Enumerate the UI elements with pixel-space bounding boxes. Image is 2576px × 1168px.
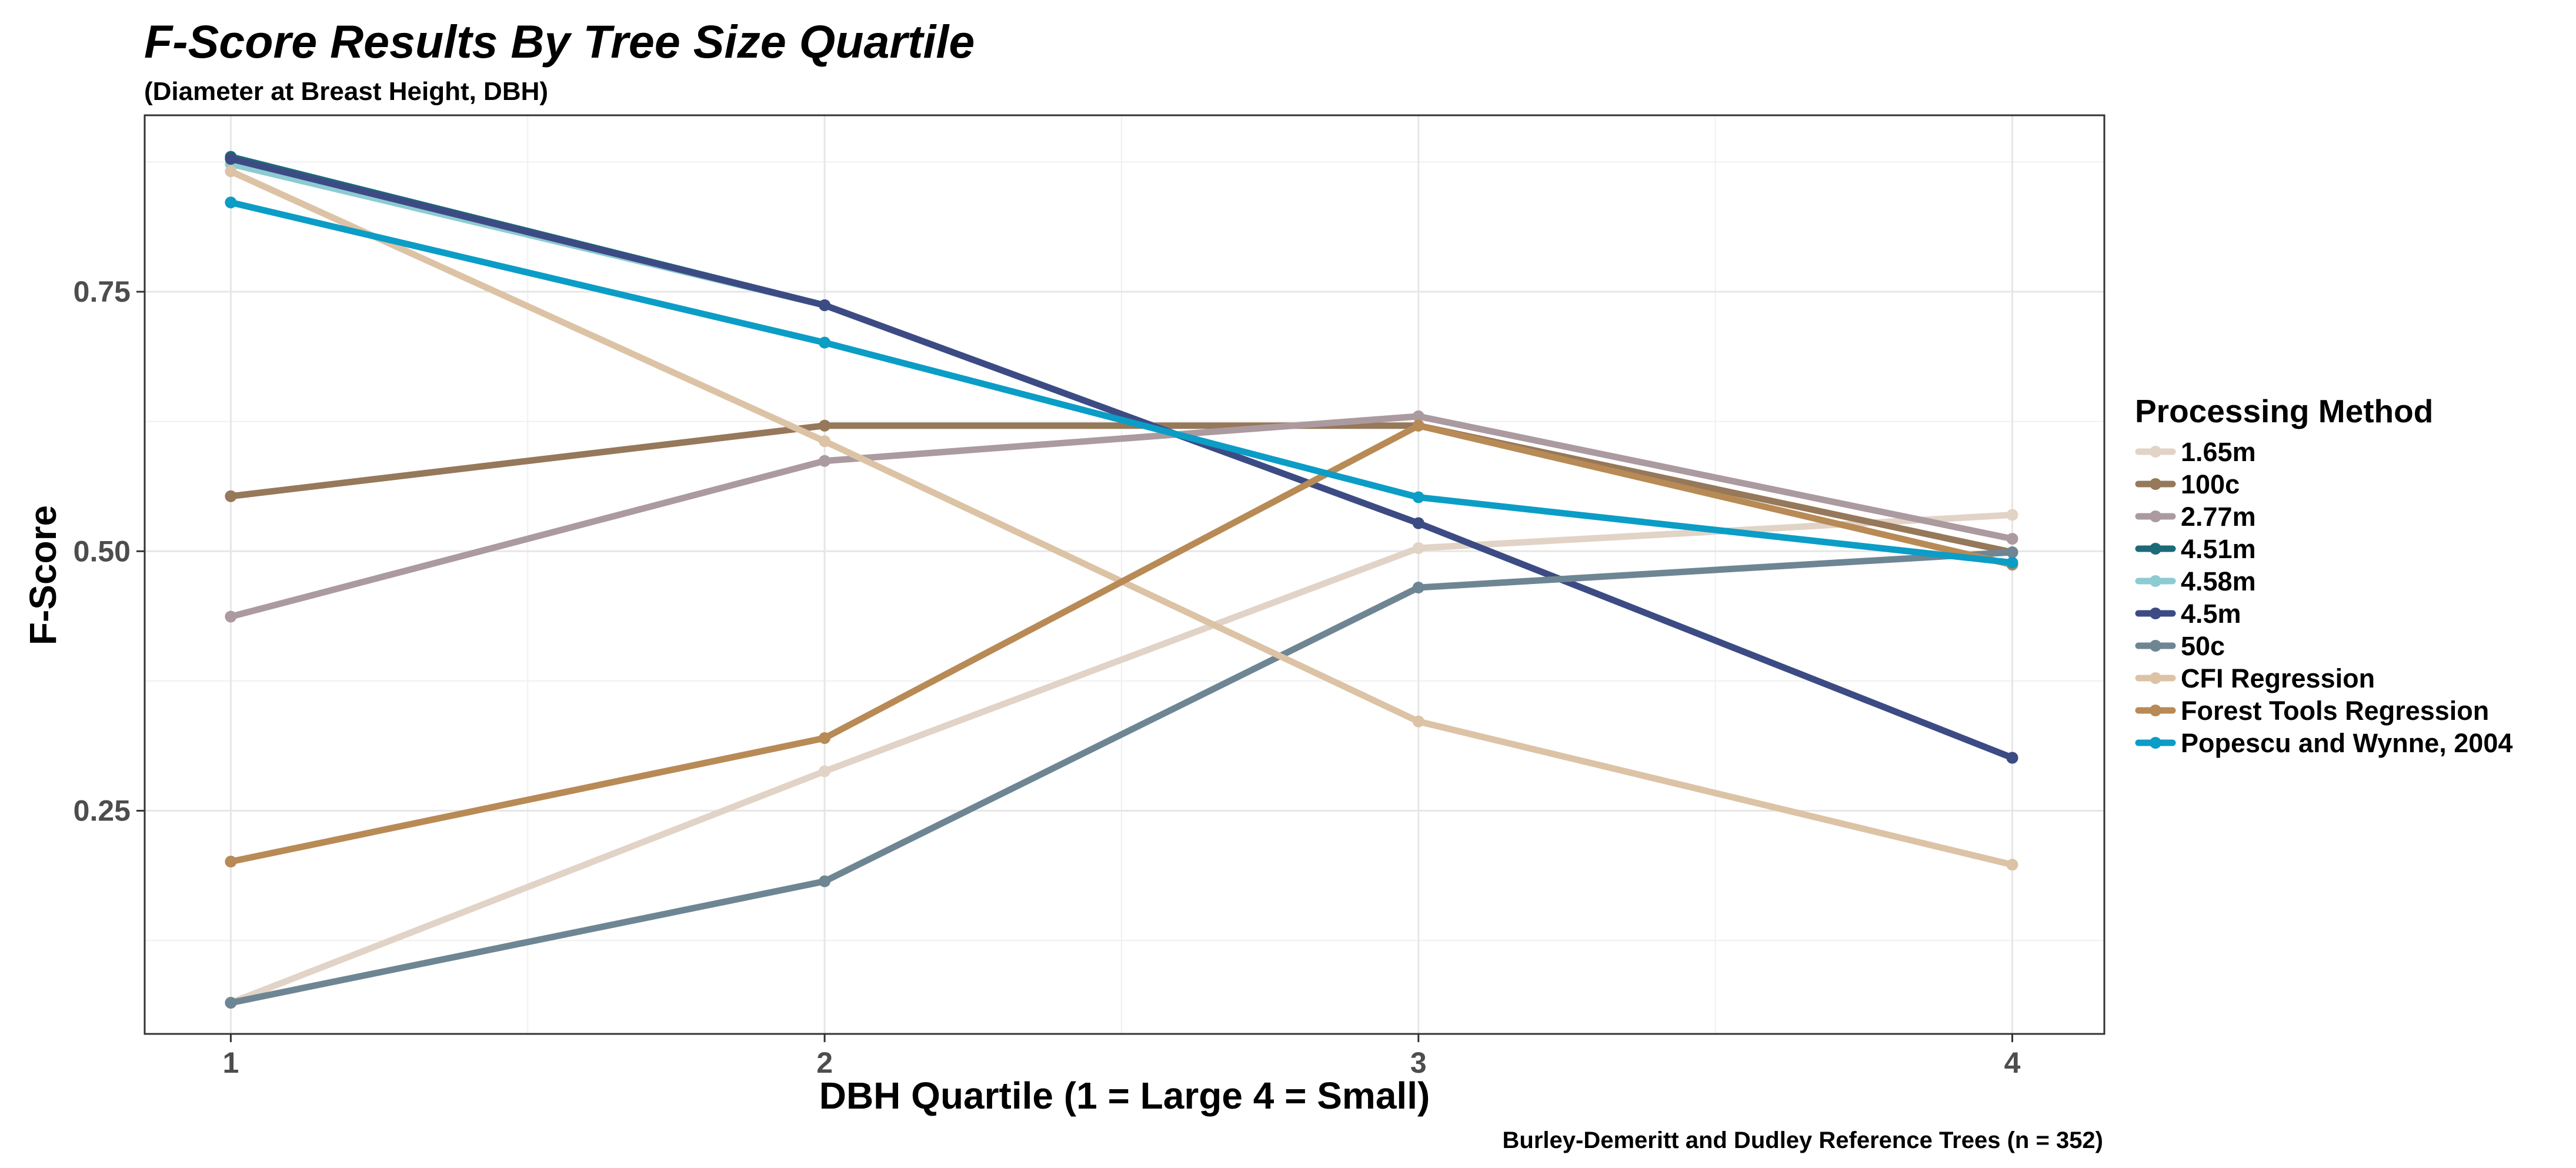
data-point <box>225 196 237 209</box>
series-line <box>227 422 2016 865</box>
data-point <box>819 765 831 777</box>
series-line <box>227 422 2016 556</box>
legend-key-point <box>2150 510 2161 522</box>
legend-item: Forest Tools Regression <box>2135 696 2489 726</box>
series-line <box>227 199 2016 566</box>
data-point <box>2006 509 2018 521</box>
data-point <box>1412 517 1424 529</box>
data-point <box>819 299 831 311</box>
x-tick-label: 4 <box>2004 1046 2021 1079</box>
data-point <box>2006 859 2018 871</box>
data-point <box>819 336 831 349</box>
x-axis-title: DBH Quartile (1 = Large 4 = Small) <box>819 1074 1430 1117</box>
legend-label: 1.65m <box>2181 437 2256 467</box>
data-point <box>225 997 237 1009</box>
data-point <box>225 153 237 165</box>
legend-item: Popescu and Wynne, 2004 <box>2135 728 2512 758</box>
legend-label: Forest Tools Regression <box>2181 696 2489 726</box>
data-point <box>2006 752 2018 764</box>
data-point <box>2006 546 2018 559</box>
series-line <box>227 549 2016 1006</box>
data-point <box>1412 410 1424 422</box>
data-point <box>1412 491 1424 503</box>
y-tick-label: 0.50 <box>74 535 131 568</box>
legend-key-point <box>2150 478 2161 490</box>
chart-subtitle: (Diameter at Breast Height, DBH) <box>144 77 548 106</box>
series-line <box>227 413 2016 620</box>
x-tick-label: 1 <box>222 1046 239 1079</box>
legend-label: 4.51m <box>2181 534 2256 564</box>
data-point <box>225 165 237 178</box>
legend-key-point <box>2150 705 2161 716</box>
legend-key-point <box>2150 737 2161 749</box>
plot-background <box>145 115 2104 1034</box>
series-layer <box>225 151 2018 1009</box>
y-axis-title: F-Score <box>22 505 64 645</box>
legend-label: 100c <box>2181 469 2240 499</box>
data-point <box>225 610 237 623</box>
plot-area <box>144 114 2105 1035</box>
data-point <box>819 419 831 432</box>
legend-item: 2.77m <box>2135 502 2256 532</box>
y-axis: 0.25 0.50 0.75 <box>74 275 145 827</box>
series-forest-tools-regression <box>225 419 2018 868</box>
legend-item: 1.65m <box>2135 437 2256 467</box>
data-point <box>1412 419 1424 432</box>
y-tick-label: 0.25 <box>74 795 131 827</box>
legend: Processing Method 1.65m100c2.77m4.51m4.5… <box>2135 393 2512 758</box>
legend-item: CFI Regression <box>2135 663 2375 693</box>
chart-title: F-Score Results By Tree Size Quartile <box>144 15 975 68</box>
data-point <box>1412 582 1424 594</box>
legend-item: 4.51m <box>2135 534 2256 564</box>
legend-item: 4.58m <box>2135 566 2256 596</box>
legend-item: 100c <box>2135 469 2240 499</box>
series-4-5m <box>225 153 2018 764</box>
legend-key-point <box>2150 446 2161 458</box>
data-point <box>1412 715 1424 728</box>
x-tick-label: 2 <box>816 1046 833 1079</box>
legend-label: Popescu and Wynne, 2004 <box>2181 728 2512 758</box>
legend-key-point <box>2150 608 2161 619</box>
data-point <box>225 856 237 868</box>
legend-item: 4.5m <box>2135 599 2241 629</box>
data-point <box>2006 533 2018 545</box>
plot-border <box>144 114 2105 1035</box>
legend-key-point <box>2150 672 2161 684</box>
series-50c <box>225 546 2018 1009</box>
series-popescu-and-wynne-2004 <box>225 196 2018 569</box>
legend-label: 2.77m <box>2181 502 2256 532</box>
x-tick-label: 3 <box>1410 1046 1427 1079</box>
legend-key-point <box>2150 575 2161 587</box>
data-point <box>819 875 831 887</box>
chart-caption: Burley-Demeritt and Dudley Reference Tre… <box>1503 1127 2103 1153</box>
legend-key-point <box>2150 543 2161 555</box>
data-point <box>225 490 237 502</box>
data-point <box>2006 556 2018 569</box>
series-2-77m <box>225 410 2018 623</box>
legend-key-point <box>2150 640 2161 652</box>
data-point <box>819 455 831 467</box>
legend-label: CFI Regression <box>2181 663 2375 693</box>
data-point <box>1412 542 1424 554</box>
legend-label: 4.58m <box>2181 566 2256 596</box>
y-tick-label: 0.75 <box>74 275 131 308</box>
x-axis: 1 2 3 4 <box>222 1034 2021 1079</box>
data-point <box>819 732 831 744</box>
legend-title: Processing Method <box>2135 393 2433 429</box>
series-line <box>227 155 2016 762</box>
data-point <box>819 435 831 448</box>
legend-label: 4.5m <box>2181 599 2241 629</box>
legend-label: 50c <box>2181 631 2225 661</box>
legend-item: 50c <box>2135 631 2225 661</box>
